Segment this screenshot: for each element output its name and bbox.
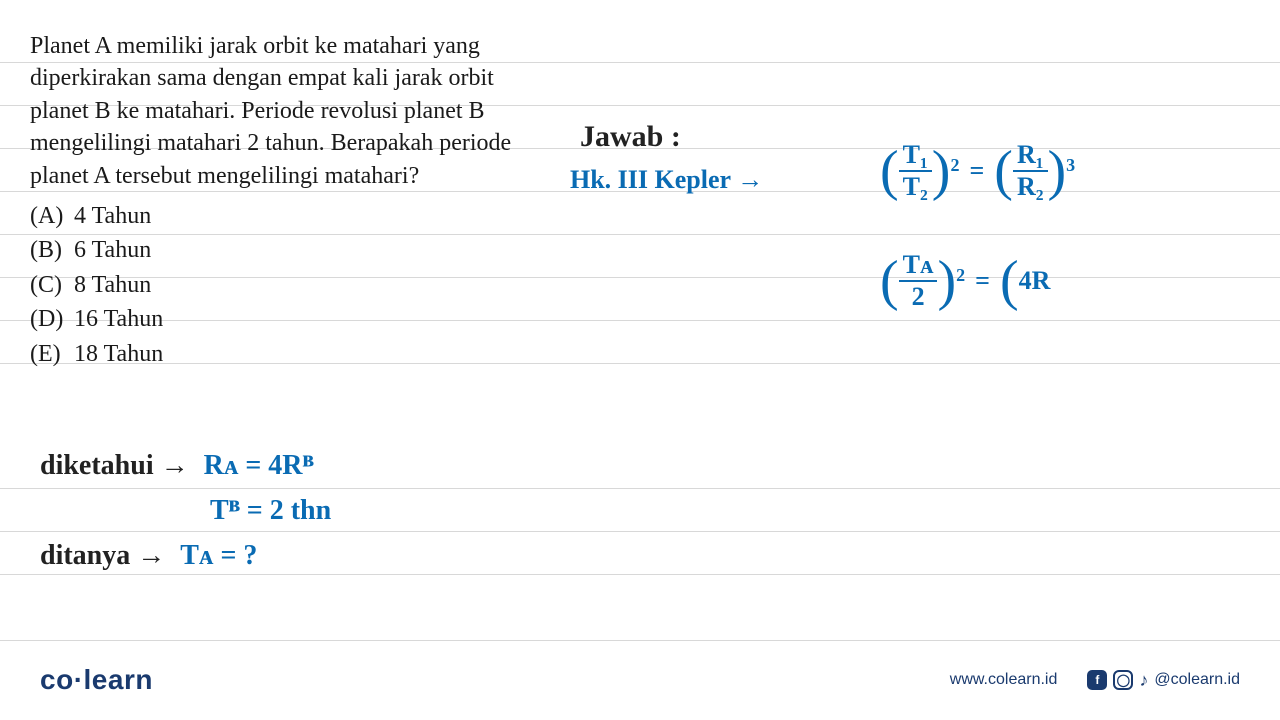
question-block: Planet A memiliki jarak orbit ke matahar… bbox=[30, 30, 550, 372]
instagram-icon: ◯ bbox=[1113, 670, 1133, 690]
option-e: (E)18 Tahun bbox=[30, 338, 550, 370]
tiktok-icon: ♪ bbox=[1139, 670, 1148, 691]
option-c: (C)8 Tahun bbox=[30, 269, 550, 301]
footer-handle: @colearn.id bbox=[1154, 671, 1240, 689]
footer-url: www.colearn.id bbox=[950, 671, 1058, 689]
kepler-equation-2: ( Tᴀ2 )2 = ( 4R bbox=[880, 250, 1050, 312]
question-text: Planet A memiliki jarak orbit ke matahar… bbox=[30, 30, 550, 192]
jawab-label: Jawab : bbox=[580, 120, 681, 154]
colearn-logo: co·learn bbox=[40, 664, 153, 696]
diketahui-line-2: Tᴮ = 2 thn bbox=[210, 495, 331, 527]
option-b: (B)6 Tahun bbox=[30, 234, 550, 266]
footer-bar: co·learn www.colearn.id f ◯ ♪ @colearn.i… bbox=[0, 660, 1280, 700]
footer-socials: f ◯ ♪ @colearn.id bbox=[1087, 670, 1240, 691]
option-d: (D)16 Tahun bbox=[30, 303, 550, 335]
kepler-law-label: Hk. III Kepler → bbox=[570, 165, 763, 195]
option-a: (A)4 Tahun bbox=[30, 200, 550, 232]
diketahui-line: diketahui → Rᴀ = 4Rᴮ bbox=[40, 450, 314, 482]
answer-options: (A)4 Tahun (B)6 Tahun (C)8 Tahun (D)16 T… bbox=[30, 200, 550, 370]
ditanya-line: ditanya → Tᴀ = ? bbox=[40, 540, 257, 572]
kepler-equation-1: ( T₁T₂ )2 = ( R₁R₂ )3 bbox=[880, 140, 1075, 202]
facebook-icon: f bbox=[1087, 670, 1107, 690]
